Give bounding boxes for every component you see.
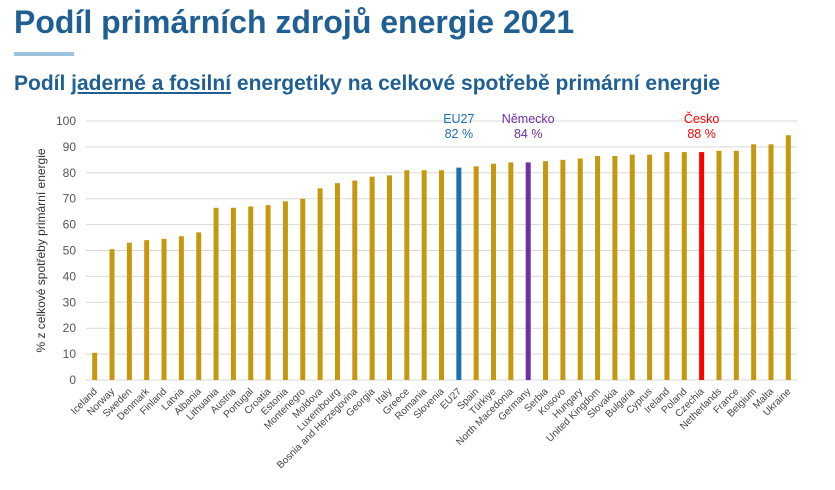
bar <box>352 180 358 380</box>
highlight-label: Německo <box>502 112 555 126</box>
y-tick-label: 30 <box>63 295 77 309</box>
bar <box>785 135 791 380</box>
y-tick-label: 60 <box>63 218 77 232</box>
bar <box>248 206 254 380</box>
y-tick-label: 90 <box>63 140 77 154</box>
bar <box>334 183 340 380</box>
title-underline-rule <box>14 52 74 56</box>
bar <box>144 240 150 380</box>
bar <box>664 152 670 380</box>
bar <box>421 170 427 380</box>
bar <box>265 205 271 380</box>
highlight-value-label: 82 % <box>445 127 474 141</box>
bar <box>577 158 583 380</box>
y-tick-label: 0 <box>69 373 76 387</box>
highlight-value-label: 88 % <box>687 127 716 141</box>
bar <box>629 154 635 380</box>
bar <box>213 207 219 380</box>
bar <box>681 152 687 380</box>
bar <box>612 155 618 380</box>
bar <box>92 352 98 380</box>
bar <box>525 162 531 380</box>
bar <box>543 161 549 380</box>
chart-subtitle: Podíl jaderné a fosilní energetiky na ce… <box>14 72 720 96</box>
bar <box>282 201 288 380</box>
highlight-label: EU27 <box>443 112 474 126</box>
y-axis-label: % z celkové spotřeby primární energie <box>34 148 48 352</box>
bar <box>456 167 462 380</box>
bar <box>439 170 444 380</box>
page-title: Podíl primárních zdrojů energie 2021 <box>14 4 575 40</box>
bar <box>560 159 566 380</box>
y-tick-label: 20 <box>63 321 77 335</box>
y-tick-label: 80 <box>63 166 77 180</box>
bar <box>178 236 184 380</box>
bar <box>473 166 479 380</box>
bar <box>161 238 167 380</box>
highlight-label: Česko <box>684 111 719 126</box>
highlight-value-label: 84 % <box>514 127 543 141</box>
y-tick-label: 40 <box>63 269 77 283</box>
y-tick-label: 100 <box>56 114 76 128</box>
subtitle-part-2: energetiky na celkové spotřebě primární … <box>231 72 721 95</box>
bar <box>491 163 497 380</box>
y-tick-label: 50 <box>63 244 77 258</box>
bar <box>751 144 757 380</box>
bar <box>126 242 132 380</box>
bar <box>109 249 115 380</box>
y-tick-label: 10 <box>63 347 77 361</box>
bar <box>386 175 392 380</box>
bar <box>508 162 514 380</box>
bar <box>716 150 722 380</box>
bar <box>768 144 774 380</box>
bar <box>699 152 705 380</box>
bar <box>300 198 306 380</box>
bar <box>595 155 601 380</box>
bar <box>404 170 410 380</box>
bar <box>733 150 739 380</box>
bar <box>196 232 202 380</box>
bar <box>230 207 236 380</box>
bar <box>647 154 653 380</box>
subtitle-part-1: Podíl <box>14 72 72 95</box>
bar <box>369 176 375 380</box>
bar <box>317 188 323 380</box>
y-tick-label: 70 <box>63 192 77 206</box>
subtitle-underlined: jaderné a fosilní <box>71 72 232 95</box>
